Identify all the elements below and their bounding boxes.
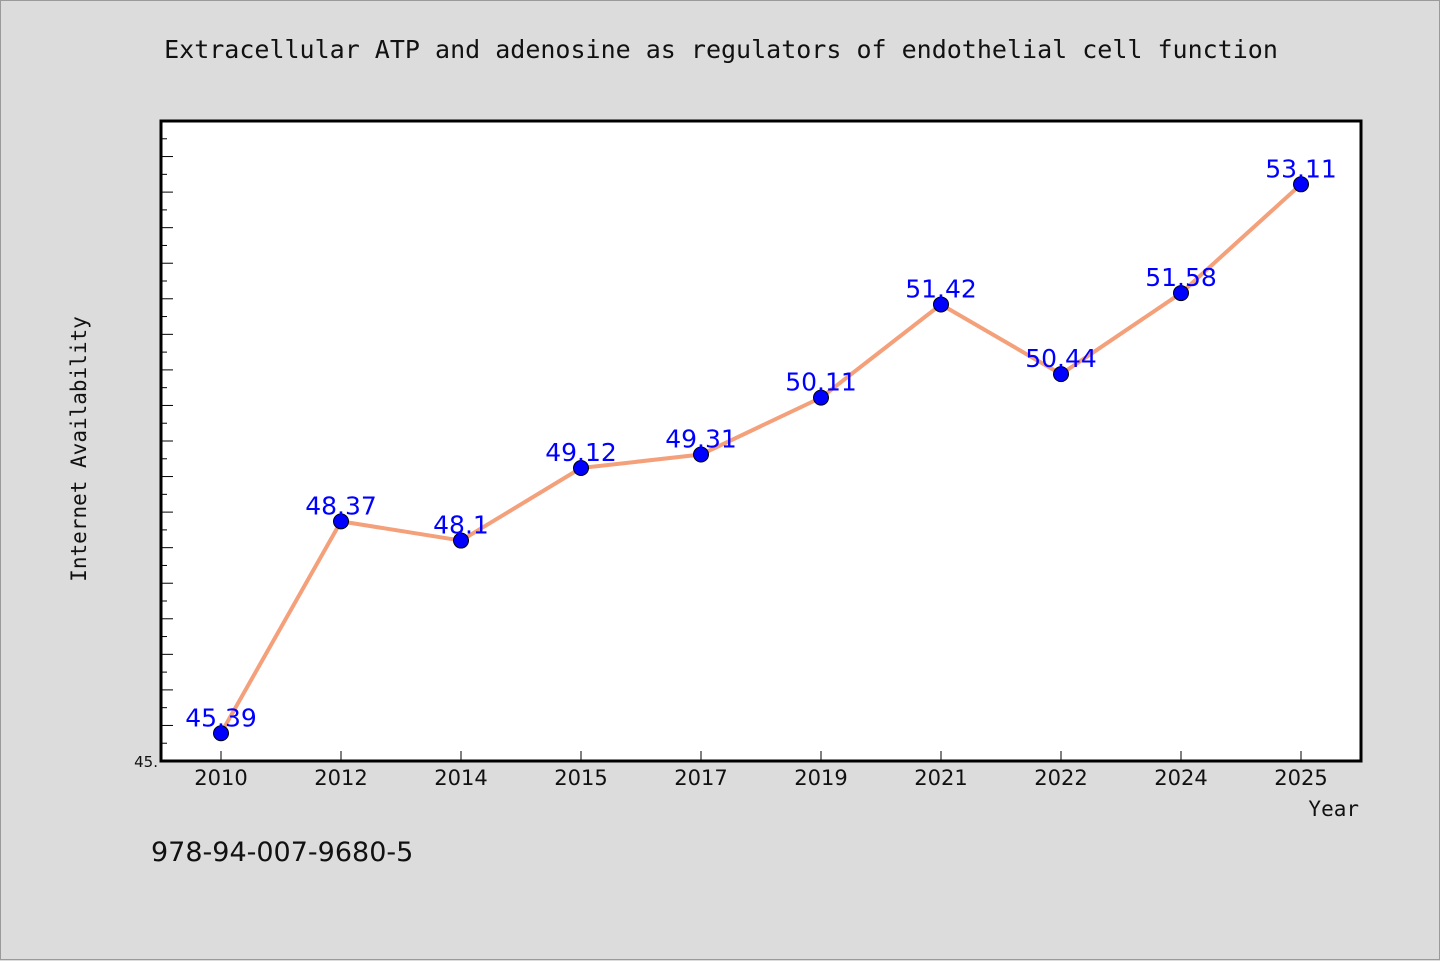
data-label: 51.58 bbox=[1145, 263, 1217, 292]
y-tick-label: 45. bbox=[134, 753, 158, 771]
data-point bbox=[1053, 366, 1069, 383]
x-tick-label: 2025 bbox=[1274, 766, 1327, 790]
data-label: 48.1 bbox=[433, 511, 489, 540]
x-tick-label: 2024 bbox=[1154, 766, 1207, 790]
x-tick-label: 2015 bbox=[554, 766, 607, 790]
plot-background bbox=[161, 121, 1361, 761]
x-tick-label: 2014 bbox=[434, 766, 487, 790]
data-point bbox=[813, 389, 829, 406]
chart-title: Extracellular ATP and adenosine as regul… bbox=[164, 35, 1278, 64]
data-label: 48.37 bbox=[305, 491, 377, 520]
x-tick-label: 2021 bbox=[914, 766, 967, 790]
series-line bbox=[219, 182, 1303, 735]
x-tick-label: 2022 bbox=[1034, 766, 1087, 790]
data-point bbox=[573, 460, 589, 477]
x-tick-label: 2017 bbox=[674, 766, 727, 790]
data-label: 49.12 bbox=[545, 438, 617, 467]
data-label: 50.44 bbox=[1025, 344, 1097, 373]
data-point bbox=[693, 446, 709, 463]
x-tick-label: 2012 bbox=[314, 766, 367, 790]
data-point bbox=[453, 532, 469, 549]
data-point bbox=[333, 513, 349, 530]
data-label: 50.11 bbox=[785, 368, 857, 397]
plot-border bbox=[159, 119, 1363, 763]
data-point bbox=[213, 725, 229, 742]
data-point bbox=[1293, 176, 1309, 193]
x-axis-title: Year bbox=[1308, 797, 1359, 821]
isbn-text: 978-94-007-9680-5 bbox=[151, 837, 414, 868]
data-point bbox=[1173, 285, 1189, 302]
data-label: 49.31 bbox=[665, 425, 737, 454]
x-tick-label: 2019 bbox=[794, 766, 847, 790]
data-label: 53.11 bbox=[1265, 154, 1337, 183]
data-label: 45.39 bbox=[185, 703, 257, 732]
data-point bbox=[933, 296, 949, 313]
data-label: 51.42 bbox=[905, 274, 977, 303]
x-tick-label: 2010 bbox=[194, 766, 247, 790]
